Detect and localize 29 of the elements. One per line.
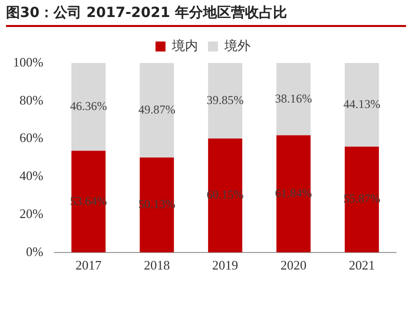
bar [344, 146, 379, 252]
bar [140, 63, 174, 158]
x-tick-label: 2018 [144, 258, 170, 273]
y-tick-label: 80% [19, 92, 44, 108]
bar [344, 63, 379, 147]
x-tick-label: 2019 [212, 258, 238, 273]
legend-label: 境外 [224, 38, 250, 54]
data-label: 39.85% [206, 92, 244, 107]
data-label: 49.87% [138, 102, 176, 116]
y-tick-label: 40% [19, 168, 44, 184]
data-label: 46.36% [70, 99, 107, 114]
y-tick-label: 20% [19, 206, 44, 221]
data-label: 44.13% [343, 96, 380, 111]
bar [140, 157, 174, 252]
bar [208, 63, 242, 138]
bar [276, 135, 311, 252]
y-tick-label: 0% [26, 244, 44, 259]
bar [71, 150, 106, 252]
y-tick-label: 60% [19, 130, 44, 146]
bar [276, 63, 311, 136]
x-tick-label: 2021 [348, 258, 375, 273]
bar [71, 63, 106, 151]
x-tick-label: 2020 [280, 258, 306, 273]
data-label: 38.16% [275, 91, 312, 106]
chart-title: 图30：公司 2017-2021 年分地区营收占比 [6, 4, 406, 27]
x-tick-label: 2017 [75, 258, 102, 273]
legend-label: 境内 [171, 38, 198, 54]
y-tick-label: 100% [12, 54, 44, 70]
bar [208, 138, 242, 252]
